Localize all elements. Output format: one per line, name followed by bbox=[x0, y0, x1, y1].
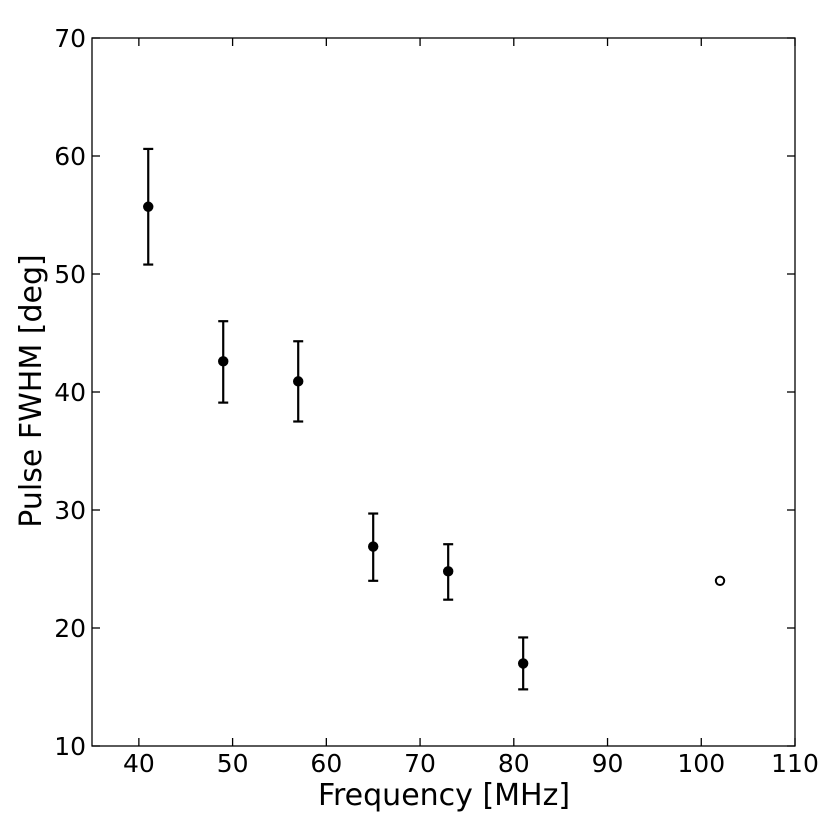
data-point bbox=[442, 566, 454, 577]
y-axis-ticks: 10 20 30 40 50 60 70 bbox=[54, 24, 795, 761]
x-tick-label: 80 bbox=[498, 749, 530, 778]
data-marks bbox=[143, 147, 726, 691]
y-tick-label: 30 bbox=[54, 496, 86, 525]
x-tick-label: 50 bbox=[217, 749, 249, 778]
data-point-open bbox=[714, 575, 726, 586]
y-tick-label: 40 bbox=[54, 378, 86, 407]
y-tick-label: 70 bbox=[54, 24, 86, 53]
x-tick-label: 90 bbox=[592, 749, 624, 778]
x-tick-label: 40 bbox=[123, 749, 155, 778]
data-point bbox=[218, 356, 229, 367]
y-tick-label: 50 bbox=[54, 260, 86, 289]
y-axis-label: Pulse FWHM [deg] bbox=[14, 254, 49, 527]
y-tick-label: 60 bbox=[54, 142, 86, 171]
y-tick-label: 20 bbox=[54, 614, 86, 643]
data-point bbox=[293, 376, 304, 387]
x-tick-label: 70 bbox=[404, 749, 436, 778]
data-point bbox=[143, 201, 154, 212]
plot-frame bbox=[91, 37, 796, 747]
x-tick-label: 60 bbox=[310, 749, 342, 778]
x-tick-label: 110 bbox=[771, 749, 819, 778]
data-point bbox=[517, 658, 529, 669]
x-axis-ticks: 40 50 60 70 80 90 100 110 bbox=[123, 38, 819, 778]
x-axis-label: Frequency [MHz] bbox=[318, 778, 570, 813]
plot-area bbox=[91, 37, 796, 747]
x-tick-label: 100 bbox=[677, 749, 725, 778]
data-point bbox=[368, 541, 379, 552]
y-tick-label: 10 bbox=[54, 732, 86, 761]
